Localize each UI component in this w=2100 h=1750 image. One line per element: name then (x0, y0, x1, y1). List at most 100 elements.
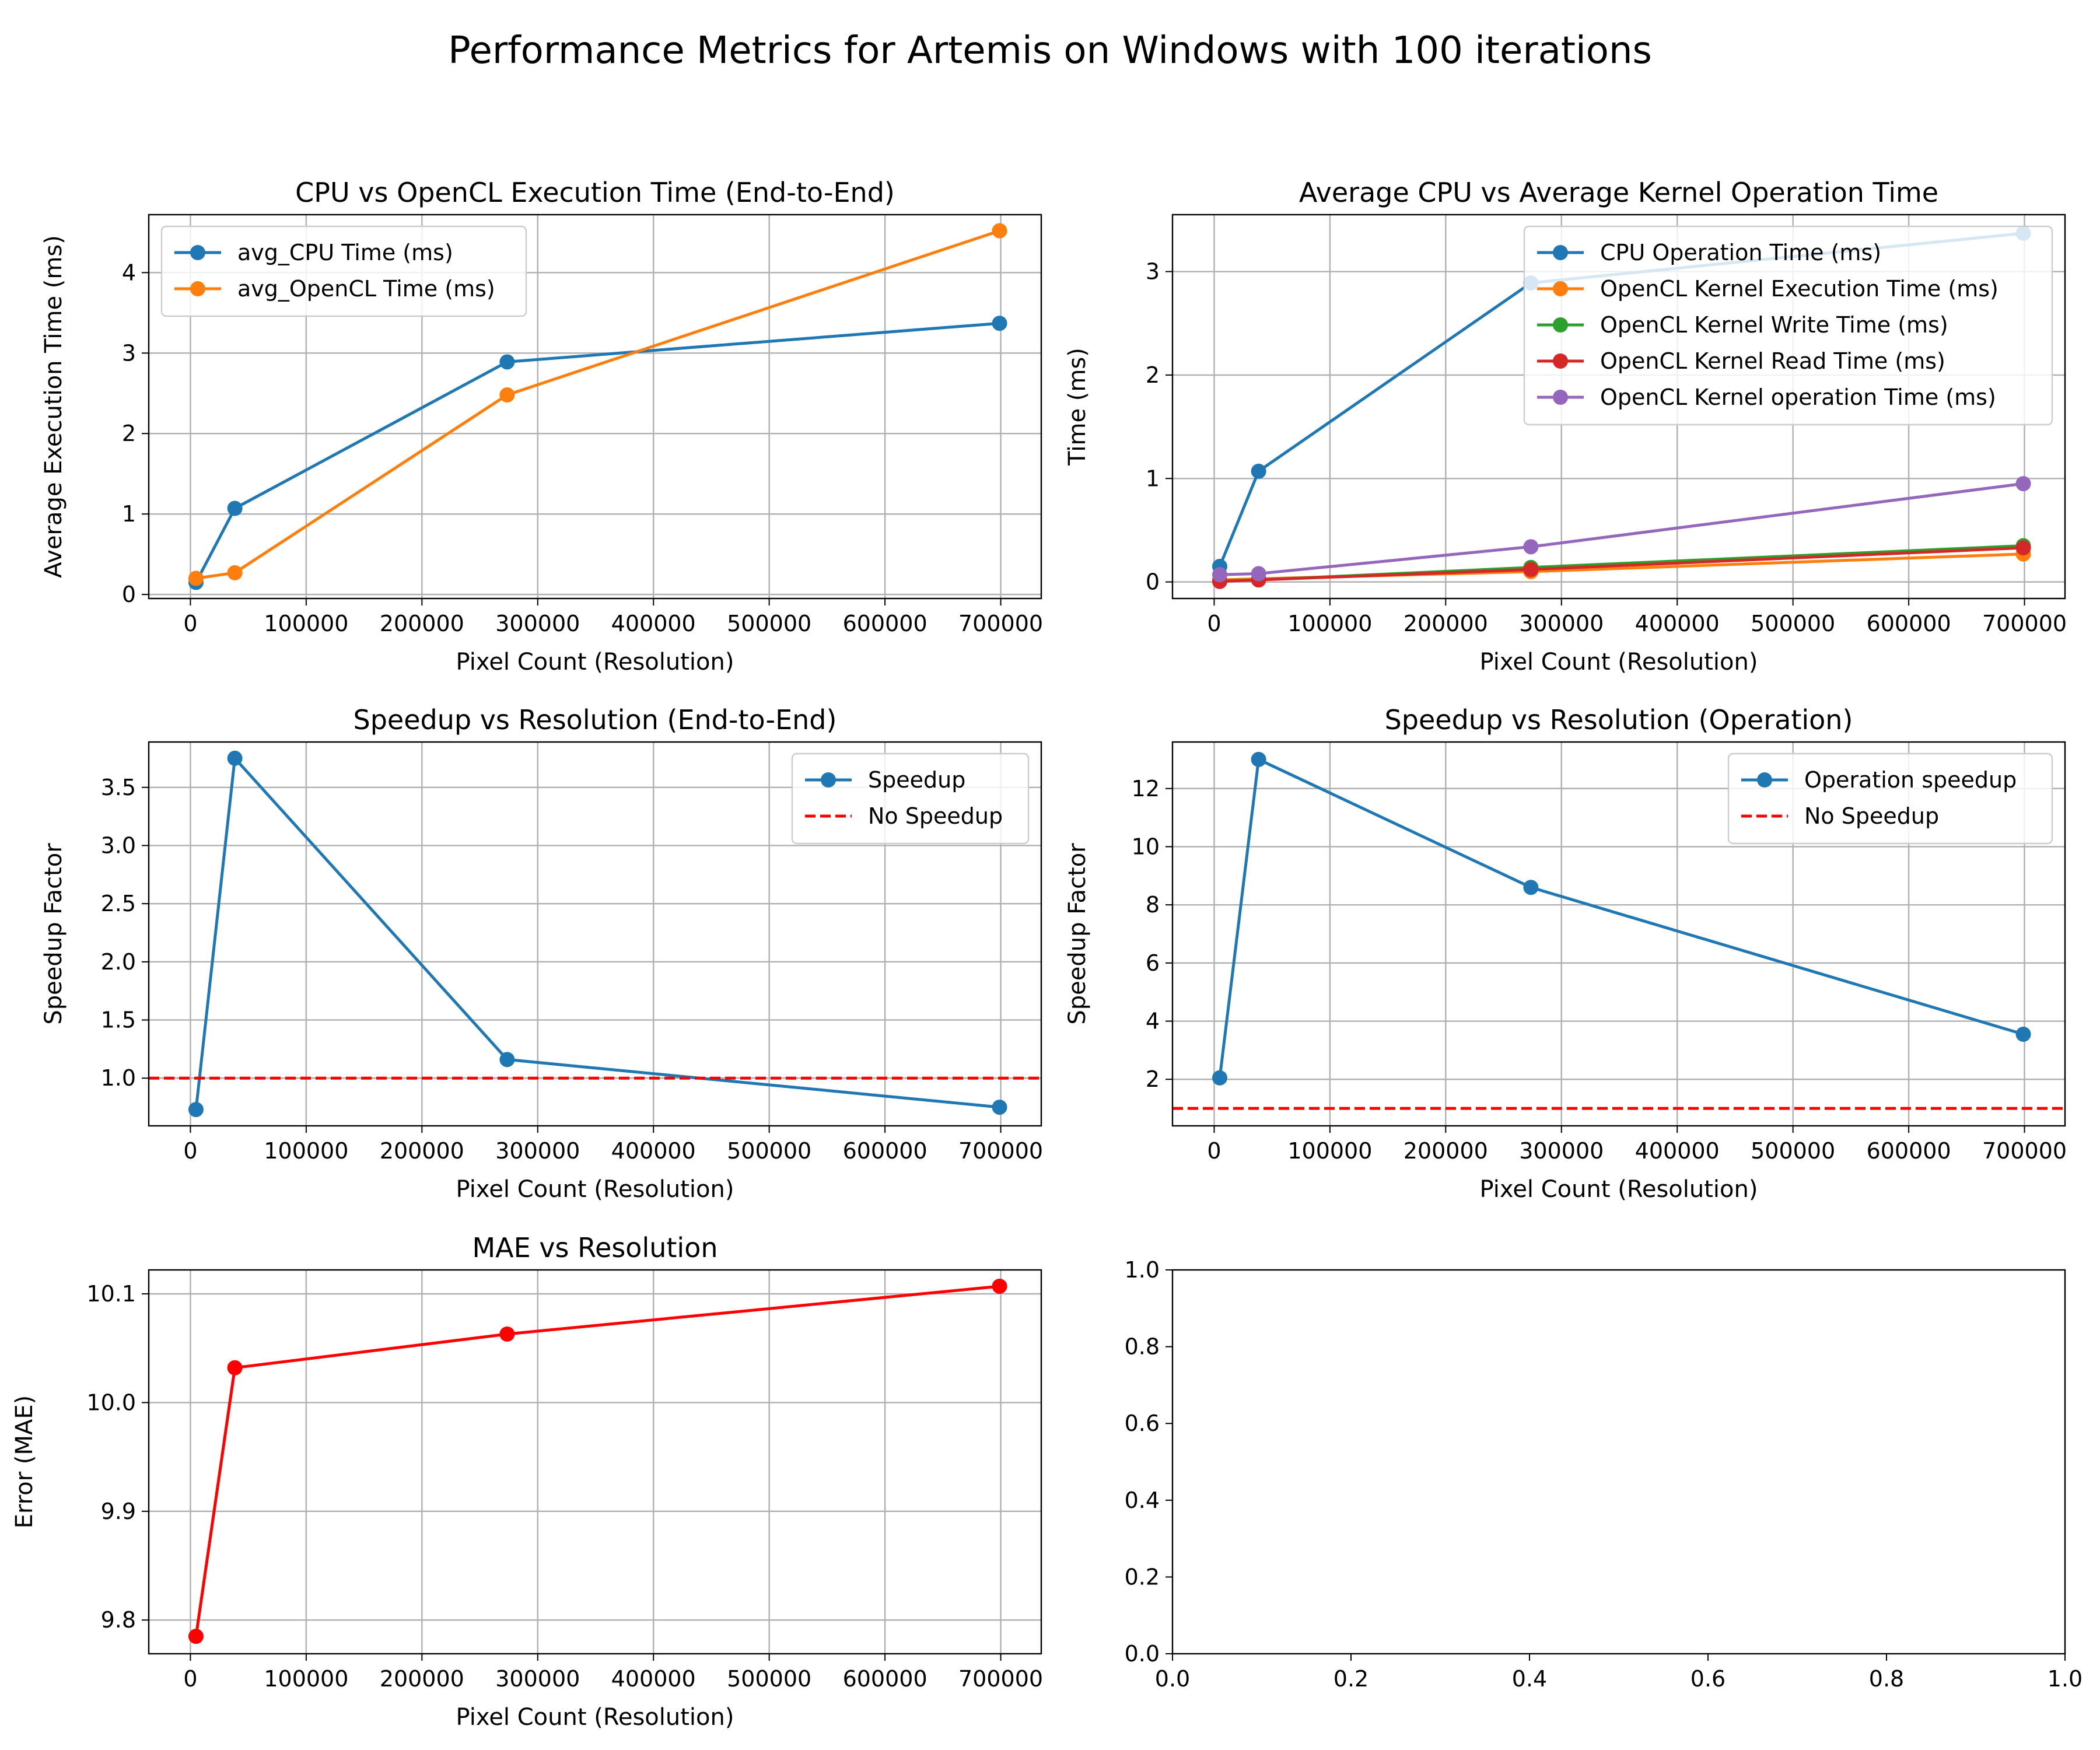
data-point (1251, 463, 1266, 479)
x-tick-label: 300000 (1519, 1138, 1604, 1164)
legend-entry-label: Speedup (868, 767, 965, 793)
axes-frame (148, 741, 1042, 1127)
subplot-title: Average CPU vs Average Kernel Operation … (1299, 177, 1938, 208)
y-tick-label: 3.0 (101, 832, 136, 858)
x-tick-label: 0.2 (1334, 1666, 1368, 1692)
subplot-title: Speedup vs Resolution (End-to-End) (354, 704, 837, 736)
data-point (188, 570, 204, 586)
x-axis-label: Pixel Count (Resolution) (456, 1176, 734, 1203)
legend-entry-label: OpenCL Kernel Write Time (ms) (1600, 312, 1948, 338)
x-tick-label: 600000 (843, 611, 928, 636)
data-point (499, 1052, 515, 1068)
x-tick-label: 100000 (264, 611, 348, 636)
x-tick-label: 600000 (843, 1138, 928, 1164)
legend-frame (1523, 225, 2053, 426)
legend-entry-label: Operation speedup (1804, 767, 2017, 793)
y-axis-label: Average Execution Time (ms) (40, 235, 67, 578)
x-tick-label: 100000 (1287, 611, 1372, 636)
x-tick-label: 700000 (958, 1666, 1043, 1692)
legend-entry-label: avg_OpenCL Time (ms) (237, 276, 495, 302)
x-tick-label: 100000 (264, 1666, 348, 1692)
x-tick-label: 400000 (1635, 1138, 1720, 1164)
legend-swatch-marker (821, 772, 836, 788)
data-point (992, 316, 1007, 331)
y-tick-label: 1 (1146, 466, 1160, 491)
y-tick-label: 0.0 (1125, 1641, 1160, 1667)
x-tick-label: 700000 (1982, 1138, 2067, 1164)
series-line (1219, 546, 2024, 583)
subplot-2: 0 100000 200000 300000 400000 500000 600000 700… (1064, 177, 2067, 676)
y-tick-label: 10.0 (86, 1390, 136, 1415)
data-point (992, 1100, 1007, 1115)
data-point (227, 750, 243, 766)
data-point (992, 1278, 1007, 1294)
y-tick-label: 10 (1132, 834, 1160, 859)
legend: avg_CPU Time (ms) avg_OpenCL Time (ms) (160, 225, 527, 317)
y-axis-label: Time (ms) (1064, 348, 1091, 466)
y-tick-label: 0 (1146, 569, 1160, 595)
legend-swatch-marker (1553, 390, 1568, 405)
legend-entry-label: avg_CPU Time (ms) (237, 240, 453, 265)
legend-swatch-marker (1757, 772, 1772, 788)
y-tick-label: 1.0 (1125, 1257, 1160, 1283)
y-tick-label: 3.5 (101, 775, 136, 800)
y-tick-label: 1 (122, 501, 136, 527)
x-tick-label: 500000 (727, 1666, 811, 1692)
x-tick-label: 200000 (380, 1666, 464, 1692)
x-tick-label: 600000 (843, 1666, 928, 1692)
x-tick-label: 100000 (1287, 1138, 1372, 1164)
x-tick-label: 200000 (1404, 611, 1488, 636)
legend: Operation speedup No Speedup (1727, 752, 2053, 845)
data-point (499, 354, 515, 370)
x-tick-label: 500000 (727, 1138, 811, 1164)
x-tick-label: 0 (1207, 611, 1221, 636)
x-tick-label: 0.6 (1690, 1666, 1726, 1692)
legend-entry-label: No Speedup (1804, 803, 1939, 829)
series-line (194, 321, 1000, 583)
series-line (1218, 758, 2024, 1079)
x-tick-label: 600000 (1867, 611, 1951, 636)
data-point (499, 1326, 515, 1342)
data-point (188, 1629, 204, 1644)
y-tick-label: 2.5 (101, 891, 136, 916)
y-tick-label: 0.2 (1125, 1564, 1160, 1590)
x-tick-label: 500000 (1751, 1138, 1835, 1164)
legend-swatch-marker (190, 245, 205, 260)
y-tick-label: 4 (122, 260, 136, 285)
y-tick-label: 3 (122, 340, 136, 366)
x-tick-label: 0 (183, 1666, 197, 1692)
x-axis-label: Pixel Count (Resolution) (456, 1704, 734, 1731)
x-tick-label: 700000 (1982, 611, 2067, 636)
subplot-title: MAE vs Resolution (472, 1232, 718, 1264)
y-axis-label: Speedup Factor (40, 843, 67, 1025)
y-tick-label: 0.8 (1125, 1334, 1160, 1360)
data-point (227, 1360, 243, 1376)
x-axis-label: Pixel Count (Resolution) (456, 649, 734, 676)
legend-frame (1727, 752, 2053, 845)
y-tick-label: 12 (1132, 776, 1160, 802)
x-tick-label: 300000 (1519, 611, 1604, 636)
y-tick-label: 6 (1146, 950, 1160, 976)
subplot-5: 0 100000 200000 300000 400000 500000 600000 700… (11, 1232, 1043, 1731)
data-point (2015, 540, 2031, 556)
legend-swatch-marker (1553, 317, 1568, 332)
data-point (227, 501, 243, 516)
data-point (1523, 880, 1539, 895)
x-tick-label: 200000 (1404, 1138, 1488, 1164)
x-tick-label: 700000 (958, 611, 1043, 636)
x-tick-label: 0.4 (1512, 1666, 1547, 1692)
y-tick-label: 3 (1146, 259, 1160, 285)
legend-entry-label: No Speedup (868, 803, 1003, 829)
x-tick-label: 300000 (495, 1666, 580, 1692)
y-tick-label: 9.8 (101, 1607, 136, 1633)
subplot-3: 0 100000 200000 300000 400000 500000 600000 700… (40, 704, 1043, 1203)
x-axis-label: Pixel Count (Resolution) (1480, 1176, 1758, 1203)
series-line (194, 1284, 1000, 1637)
legend-entry-label: CPU Operation Time (ms) (1600, 240, 1881, 265)
axes-frame (1171, 214, 2066, 600)
legend-swatch-marker (1553, 245, 1568, 260)
subplot-title: CPU vs OpenCL Execution Time (End-to-End… (295, 177, 895, 208)
legend: Speedup No Speedup (791, 752, 1030, 845)
legend-entry-label: OpenCL Kernel operation Time (ms) (1600, 384, 1996, 410)
